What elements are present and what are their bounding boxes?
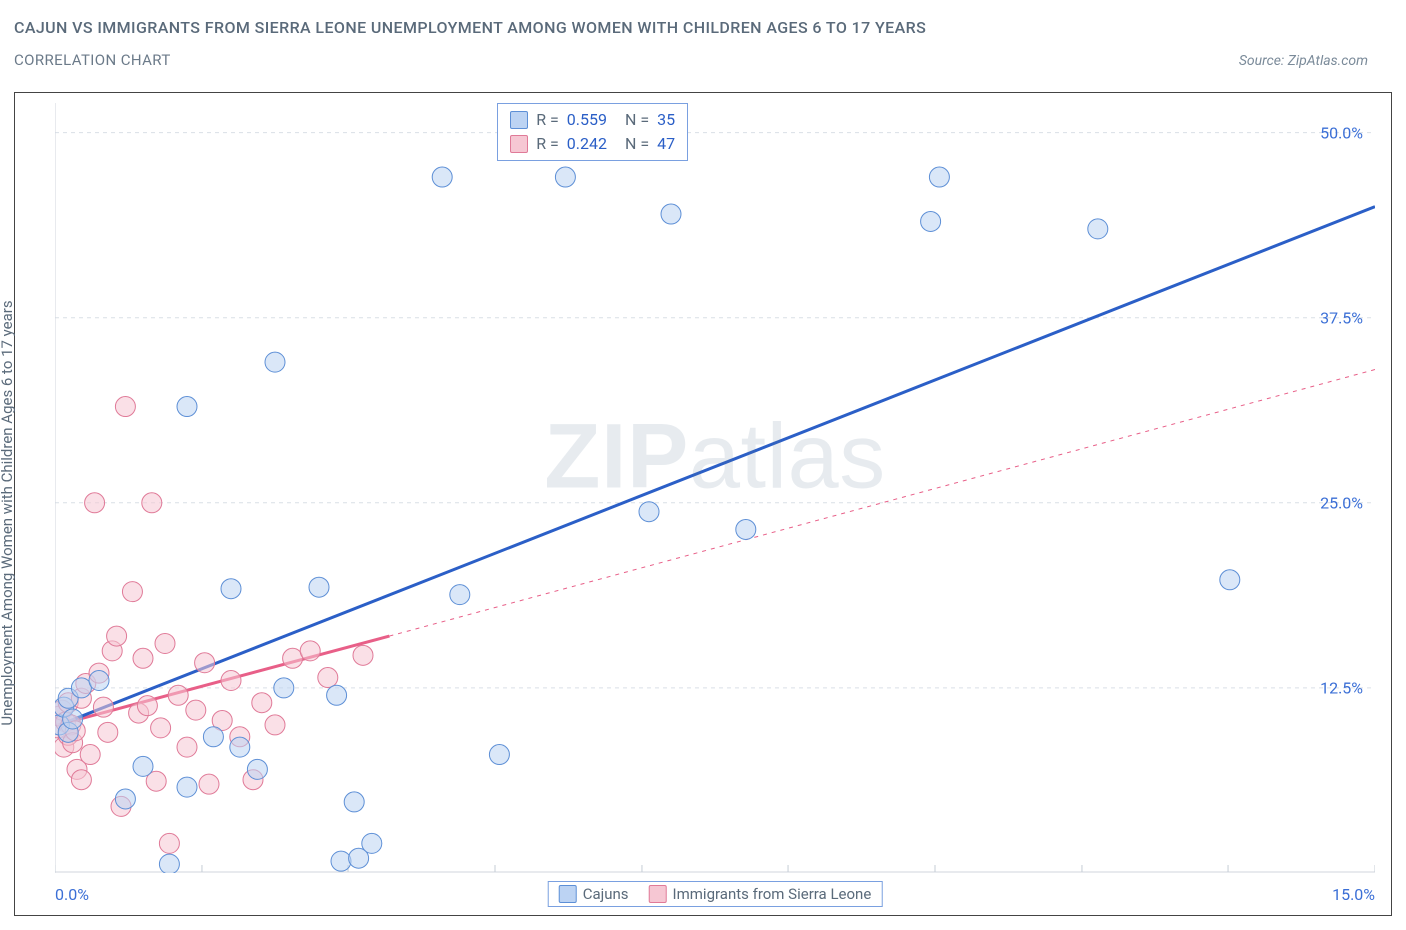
x-max-label: 15.0% (1332, 885, 1375, 904)
stats-legend-box: R = 0.559N = 35R = 0.242N = 47 (497, 103, 688, 161)
chart-title: CAJUN VS IMMIGRANTS FROM SIERRA LEONE UN… (14, 18, 1392, 37)
y-tick-label: 50.0% (1320, 123, 1363, 142)
plot-area: ZIPatlas R = 0.559N = 35R = 0.242N = 47 … (55, 103, 1375, 873)
chart-subtitle: CORRELATION CHART (14, 51, 171, 69)
x-min-label: 0.0% (55, 885, 89, 904)
x-axis-row: 0.0% Cajuns Immigrants from Sierra Leone… (55, 879, 1375, 909)
legend-label-cajuns: Cajuns (583, 885, 629, 903)
legend-item-cajuns: Cajuns (559, 885, 629, 903)
swatch-immigrants (649, 885, 667, 903)
swatch-cajuns (559, 885, 577, 903)
header: CAJUN VS IMMIGRANTS FROM SIERRA LEONE UN… (0, 0, 1406, 77)
stats-row-immigrants: R = 0.242N = 47 (510, 132, 675, 156)
series-legend: Cajuns Immigrants from Sierra Leone (548, 881, 883, 907)
subtitle-row: CORRELATION CHART Source: ZipAtlas.com (14, 51, 1392, 69)
scatter-svg (55, 103, 1375, 873)
y-axis-label: Unemployment Among Women with Children A… (0, 300, 16, 725)
y-tick-label: 25.0% (1320, 493, 1363, 512)
legend-item-immigrants: Immigrants from Sierra Leone (649, 885, 872, 903)
legend-label-immigrants: Immigrants from Sierra Leone (673, 885, 872, 903)
chart-container: ZIPatlas R = 0.559N = 35R = 0.242N = 47 … (14, 92, 1392, 916)
y-tick-label: 12.5% (1320, 678, 1363, 697)
stats-row-cajuns: R = 0.559N = 35 (510, 108, 675, 132)
source-attribution: Source: ZipAtlas.com (1239, 53, 1392, 69)
y-tick-label: 37.5% (1320, 308, 1363, 327)
